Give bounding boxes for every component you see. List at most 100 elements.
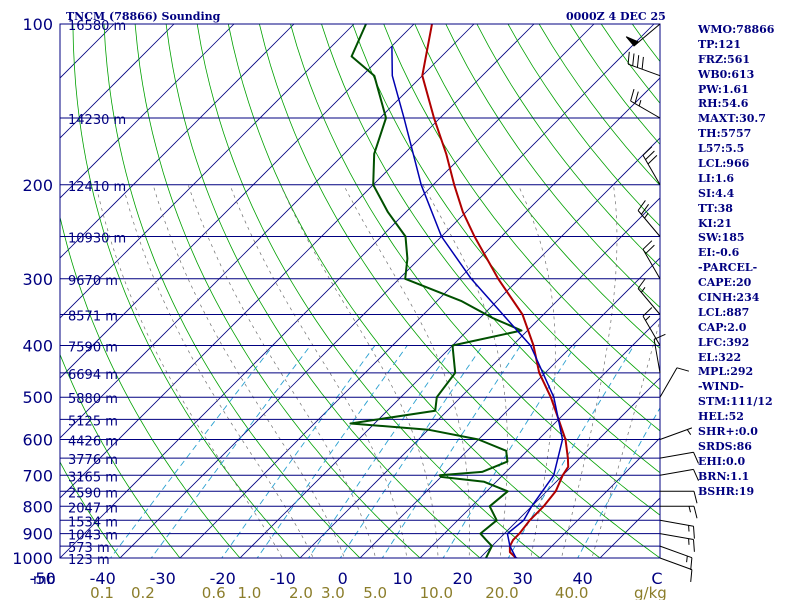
pressure-tick-label: 400 <box>22 337 53 356</box>
dry-adiabat <box>103 24 361 558</box>
plot-frame <box>59 23 661 559</box>
dry-adiabat <box>352 24 660 432</box>
mixing-ratio-tick-label: 1.0 <box>237 584 261 600</box>
mixing-ratio-tick-label: 0.1 <box>90 584 114 600</box>
index-item: CINH:234 <box>698 291 760 305</box>
wind-barb <box>659 427 693 440</box>
index-item: -PARCEL- <box>698 261 758 275</box>
pressure-tick-label: 900 <box>22 525 53 544</box>
parcel-profile <box>391 46 564 558</box>
wind-barb <box>659 451 699 464</box>
isotherm-line <box>60 24 355 319</box>
index-item: WMO:78866 <box>698 23 775 36</box>
height-label: 123 m <box>68 553 110 568</box>
moist-adiabat <box>152 184 345 558</box>
wind-barb <box>637 200 661 237</box>
dry-adiabat <box>321 24 660 474</box>
pressure-tick-label: 200 <box>22 176 53 195</box>
isotherm-line <box>359 257 660 558</box>
pressure-tick-label: 100 <box>22 15 53 34</box>
wind-barb <box>659 557 693 582</box>
mixing-ratio-line <box>256 345 408 558</box>
height-label: 8571 m <box>68 310 118 325</box>
height-label: 4426 m <box>68 435 118 450</box>
dry-adiabat <box>60 461 121 558</box>
mixing-ratio-tick-label: 0.6 <box>202 584 226 600</box>
height-label: 10930 m <box>68 231 126 246</box>
index-item: CAPE:20 <box>698 276 752 290</box>
isotherm-line <box>419 317 660 558</box>
temperature-tick-label: -30 <box>150 569 176 588</box>
dry-adiabat <box>227 24 601 558</box>
index-item: BSHR:19 <box>698 484 755 498</box>
index-item: MPL:292 <box>698 365 754 379</box>
isotherm-line <box>60 24 175 139</box>
pressure-unit-label: mb <box>33 572 56 588</box>
isotherm-line <box>119 24 655 558</box>
mixing-ratio-line <box>307 345 455 558</box>
pressure-tick-label: 300 <box>22 270 53 289</box>
index-item: CAP:2.0 <box>698 320 747 334</box>
mixing-ratio-line <box>109 345 274 558</box>
moist-adiabat <box>122 184 314 558</box>
mixing-ratio-tick-label: 20.0 <box>485 584 518 600</box>
moist-adiabat <box>187 184 377 558</box>
index-item: SI:4.4 <box>698 186 735 200</box>
index-item: TP:121 <box>698 37 742 51</box>
wind-barb <box>642 240 661 280</box>
temperature-tick-label: 0 <box>338 569 348 588</box>
temperature-profile <box>421 24 570 558</box>
pressure-tick-label: 700 <box>22 466 53 485</box>
pressure-tick-label: 600 <box>22 431 53 450</box>
index-item: WB0:613 <box>698 67 755 81</box>
dry-adiabat <box>290 24 660 516</box>
dry-adiabat <box>165 24 481 558</box>
isotherm-line <box>60 24 235 199</box>
mixing-ratio-line <box>381 345 521 558</box>
index-item: FRZ:561 <box>698 52 751 66</box>
height-label: 5880 m <box>68 392 118 407</box>
moist-adiabat <box>422 184 508 558</box>
index-item: HEL:52 <box>698 410 744 424</box>
index-item: EL:322 <box>698 350 742 364</box>
moist-adiabat <box>95 184 283 558</box>
temperature-tick-label: 10 <box>393 569 413 588</box>
mixing-ratio-unit-label: g/kg <box>634 584 667 600</box>
mixing-ratio-tick-label: 0.2 <box>131 584 155 600</box>
temperature-unit-label: C <box>651 569 662 588</box>
height-label: 16580 m <box>68 19 126 34</box>
index-item: RH:54.6 <box>698 97 749 111</box>
height-label: 12410 m <box>68 180 126 195</box>
temperature-tick-label: -10 <box>270 569 296 588</box>
height-label: 7590 m <box>68 341 118 356</box>
wind-barb-pennant <box>625 36 640 47</box>
mixing-ratio-tick-label: 40.0 <box>555 584 588 600</box>
dry-adiabat <box>476 24 660 268</box>
dry-adiabat <box>414 24 660 349</box>
grid-lines <box>60 24 660 558</box>
index-item: TT:38 <box>698 201 733 215</box>
wind-barb <box>637 278 661 315</box>
wind-barb <box>659 545 693 571</box>
temperature-tick-label: -40 <box>90 569 116 588</box>
station-title: TNCM (78866) Sounding <box>66 10 221 23</box>
height-label: 2047 m <box>68 501 118 516</box>
index-item: LCL:966 <box>698 157 750 171</box>
dry-adiabat <box>196 24 541 558</box>
temperature-tick-label: -20 <box>210 569 236 588</box>
mixing-ratio-line <box>221 345 376 558</box>
wind-barb <box>660 505 698 519</box>
moist-adiabat <box>343 184 470 558</box>
wind-barb <box>659 519 695 539</box>
wind-barb <box>627 51 661 77</box>
isotherm-line <box>60 24 595 558</box>
moist-adiabat <box>561 184 618 558</box>
isotherm-line <box>60 24 295 259</box>
index-item: LFC:392 <box>698 335 750 349</box>
temperature-tick-label: 40 <box>573 569 593 588</box>
height-label: 9670 m <box>68 274 118 289</box>
isotherm-line <box>179 77 660 558</box>
mixing-ratio-line <box>507 345 635 558</box>
